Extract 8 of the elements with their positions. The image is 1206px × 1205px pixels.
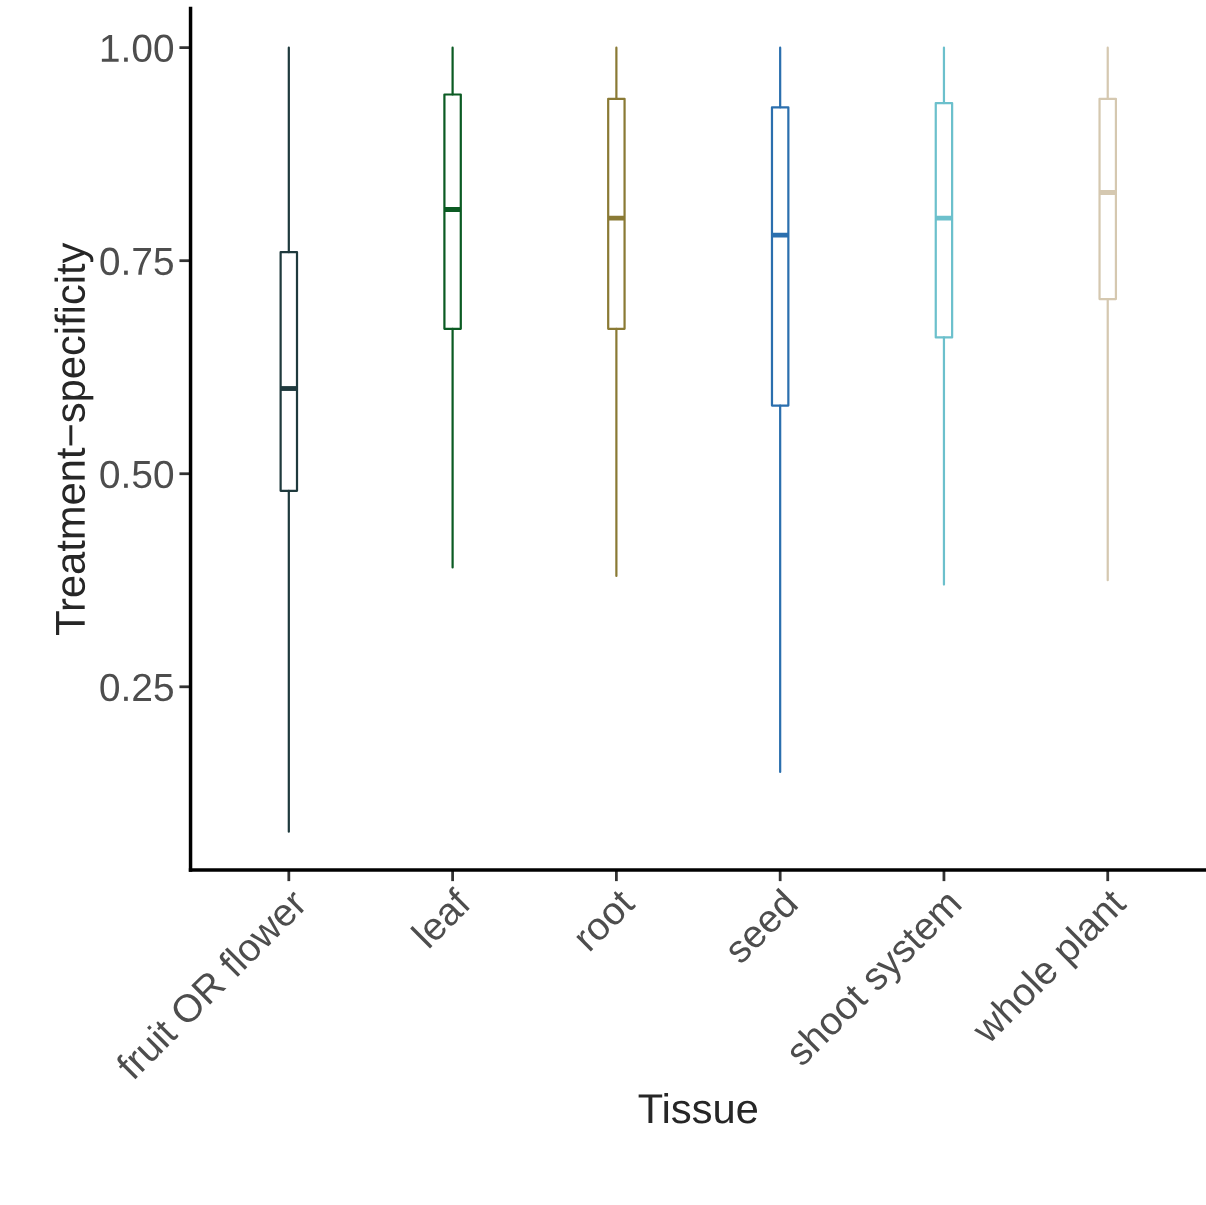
y-tick-label: 1.00 [101,34,174,63]
x-axis-title: Tissue [638,1092,758,1124]
y-tick-label: 0.75 [100,247,173,276]
x-tick-label: root [572,888,637,952]
y-axis-title: Treatment−specificity [54,242,94,635]
y-tick-label: 0.50 [100,460,174,489]
x-tick-label: leaf [410,885,473,949]
y-tick-label: 0.25 [100,673,173,702]
